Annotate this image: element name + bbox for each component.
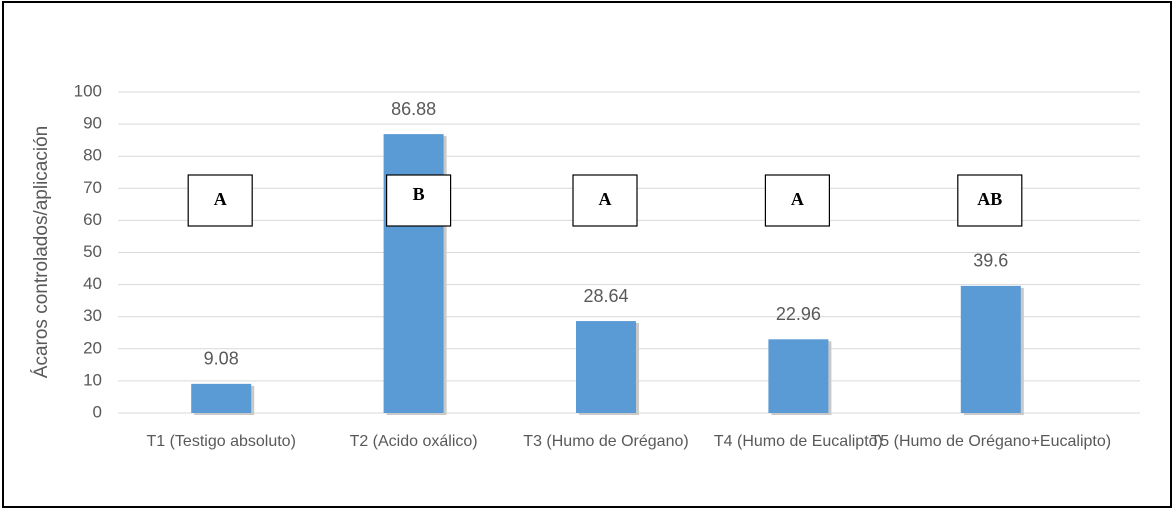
annotation: B: [413, 184, 425, 204]
annotation-box: [572, 174, 638, 227]
x-tick-label: T2 (Acido oxálico): [350, 433, 478, 450]
x-tick-label: T1 (Testigo absoluto): [146, 433, 295, 450]
value-label: 22.96: [776, 304, 821, 324]
y-tick-label: 20: [83, 338, 102, 357]
bar: [960, 285, 1021, 413]
annotation: A: [599, 189, 612, 209]
y-tick-label: 60: [83, 210, 102, 229]
annotation-box: [187, 174, 253, 227]
x-tick-label: T4 (Humo de Eucalipto): [714, 433, 883, 450]
annotation-box: [386, 174, 452, 227]
annotation-box: [764, 174, 831, 227]
y-tick-label: 30: [83, 306, 102, 325]
value-label: 9.08: [204, 349, 239, 369]
x-tick-label: T5 (Humo de Orégano+Eucalipto): [871, 433, 1112, 450]
y-tick-label: 80: [83, 146, 102, 165]
value-label: 28.64: [583, 286, 628, 306]
y-tick-label: 90: [83, 114, 102, 133]
y-axis-label: Ácaros controlados/aplicación: [31, 126, 52, 378]
value-label: 39.6: [973, 251, 1008, 271]
bar: [576, 321, 636, 413]
annotation-box: [957, 174, 1023, 227]
y-tick-label: 100: [74, 81, 102, 100]
annotation: A: [214, 189, 227, 209]
y-tick-label: 10: [83, 370, 102, 389]
bar: [191, 383, 252, 413]
annotation: AB: [977, 189, 1002, 209]
annotation: A: [791, 189, 804, 209]
y-tick-label: 50: [83, 242, 102, 261]
y-tick-label: 40: [83, 274, 102, 293]
value-label: 86.88: [391, 99, 436, 119]
y-tick-label: 0: [93, 402, 102, 421]
bar: [768, 339, 829, 413]
y-tick-label: 70: [83, 178, 102, 197]
x-tick-label: T3 (Humo de Orégano): [523, 433, 688, 450]
